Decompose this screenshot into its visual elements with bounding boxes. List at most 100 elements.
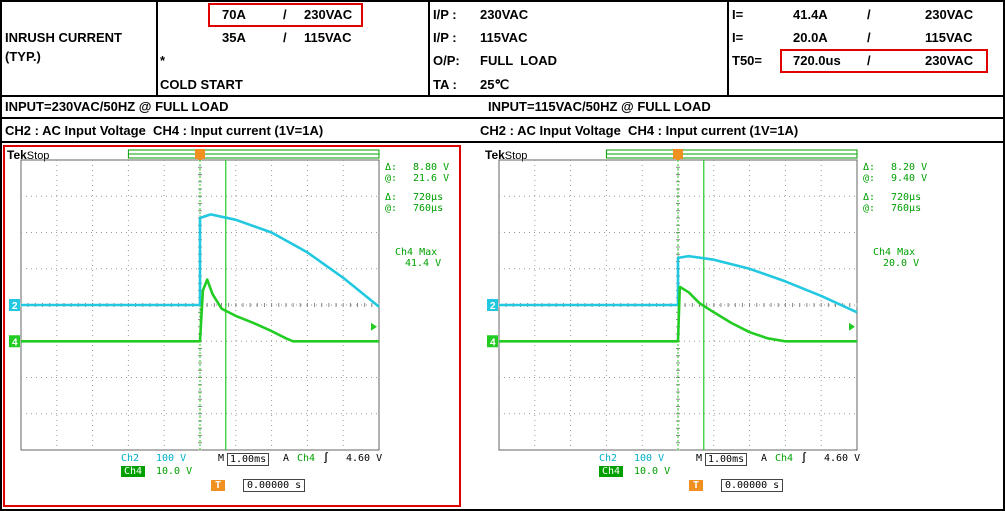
separator: / — [867, 53, 871, 68]
trigger-position-icon: T — [689, 480, 703, 491]
scope-status: TekStop — [7, 148, 49, 162]
trigger-position-icon: T — [211, 480, 225, 491]
cursor-readout-label: Δ: — [385, 192, 398, 203]
highlight-box-inrush — [208, 3, 363, 27]
cursor-readout-label: @: — [863, 203, 876, 214]
scope-brand: Tek — [485, 148, 505, 162]
scope-plot: 24 — [9, 149, 380, 451]
separator: / — [283, 7, 287, 22]
timebase-label: M — [696, 453, 703, 464]
trigger-level: 4.60 V — [824, 453, 861, 464]
ch4-trace — [499, 285, 857, 343]
inrush-voltage-230: 230VAC — [304, 7, 353, 22]
ch4-trace — [21, 278, 379, 343]
result-value: 720.0us — [793, 53, 841, 68]
result-label: I= — [732, 30, 744, 45]
cursor-readout-label: Δ: — [863, 162, 876, 173]
trigger-channel: Ch4 — [297, 453, 316, 464]
ch4-ground-marker — [487, 335, 498, 348]
input-condition-left: INPUT=230VAC/50HZ @ FULL LOAD — [5, 99, 229, 114]
cursor-readout-value: 720µs — [413, 192, 444, 203]
cursor-readout-label: @: — [385, 173, 398, 184]
result-voltage: 230VAC — [925, 7, 974, 22]
ch2-ground-marker — [9, 299, 20, 311]
section-title: INRUSH CURRENT — [5, 30, 122, 45]
section-subtitle: (TYP.) — [5, 49, 41, 64]
cursor-readout-value: 8.80 V — [413, 162, 450, 173]
input-condition-right: INPUT=115VAC/50HZ @ FULL LOAD — [488, 99, 711, 114]
ch4-ground-label: 4 — [12, 337, 18, 348]
cursor-readout-value: 8.20 V — [891, 162, 928, 173]
channel-legend-right: CH2 : AC Input Voltage CH4 : Input curre… — [480, 123, 799, 138]
result-voltage: 115VAC — [925, 30, 973, 45]
inrush-current-230: 70A — [222, 7, 246, 22]
cursor-readout-label: @: — [863, 173, 876, 184]
highlight-box-t50 — [780, 49, 988, 73]
ch4-label: Ch4 — [121, 466, 146, 477]
separator: / — [867, 7, 871, 22]
result-value: 20.0A — [793, 30, 828, 45]
ch4-max-label: Ch4 Max — [873, 247, 916, 258]
condition-label: I/P : — [433, 7, 457, 22]
ch4-max-value: 41.4 V — [405, 258, 442, 269]
trigger-channel: Ch4 — [775, 453, 794, 464]
condition-value: 230VAC — [480, 7, 529, 22]
ch2-scale: 100 V — [156, 453, 187, 464]
separator: / — [283, 30, 287, 45]
result-label: I= — [732, 7, 744, 22]
run-state: Stop — [26, 150, 50, 162]
condition-value: 25℃ — [480, 77, 510, 92]
ch4-max-label: Ch4 Max — [395, 247, 438, 258]
result-label: T50= — [732, 53, 762, 68]
ch2-ground-label: 2 — [12, 301, 18, 312]
result-voltage: 230VAC — [925, 53, 974, 68]
cold-start-label: COLD START — [160, 77, 243, 92]
timebase-value: 1.00ms — [705, 453, 748, 466]
condition-label: O/P: — [433, 53, 460, 68]
trigger-position-value: 0.00000 s — [721, 479, 784, 492]
highlight-box-scope — [3, 145, 461, 507]
separator: / — [867, 30, 871, 45]
ch2-ground-marker — [487, 299, 498, 311]
inrush-voltage-115: 115VAC — [304, 30, 352, 45]
ch2-label: Ch2 — [121, 453, 140, 464]
trigger-position-value: 0.00000 s — [243, 479, 306, 492]
scope-status: TekStop — [485, 148, 527, 162]
ch2-scale: 100 V — [634, 453, 665, 464]
condition-label: TA : — [433, 77, 457, 92]
trigger-marker-top — [198, 150, 202, 160]
scope-plot: 24 — [487, 149, 858, 451]
cursor-readout-label: Δ: — [863, 192, 876, 203]
ch2-trace — [21, 213, 380, 308]
ch4-ground-label: 4 — [490, 337, 496, 348]
ch4-scale: 10.0 V — [634, 466, 671, 477]
cursor-readout-label: Δ: — [385, 162, 398, 173]
timebase-value: 1.00ms — [227, 453, 270, 466]
trigger-level-arrow — [849, 322, 855, 331]
trigger-slope-icon: ∫ — [323, 453, 330, 464]
channel-legend-left: CH2 : AC Input Voltage CH4 : Input curre… — [5, 123, 324, 138]
inrush-current-115: 35A — [222, 30, 246, 45]
ch4-label: Ch4 — [599, 466, 624, 477]
condition-label: I/P : — [433, 30, 457, 45]
cursor-readout-value: 720µs — [891, 192, 922, 203]
acquire-label: A — [761, 453, 768, 464]
footnote-star: * — [160, 53, 166, 68]
trigger-level-arrow — [371, 322, 377, 331]
timebase-label: M — [218, 453, 225, 464]
result-value: 41.4A — [793, 7, 828, 22]
scope-brand: Tek — [7, 148, 27, 162]
ch2-label: Ch2 — [599, 453, 618, 464]
ch2-ground-label: 2 — [490, 301, 496, 312]
oscilloscope-capture-230vac: TekStop 2 4 Δ: 8.80 V @: 21.6 V Δ: 720µs @: 760µs C… — [3, 145, 461, 507]
ch2-trace — [499, 254, 858, 314]
cursor-readout-value: 760µs — [413, 203, 444, 214]
cursor-readout-label: @: — [385, 203, 398, 214]
ch4-max-value: 20.0 V — [883, 258, 920, 269]
trigger-level: 4.60 V — [346, 453, 383, 464]
trigger-slope-icon: ∫ — [801, 453, 808, 464]
ch4-scale: 10.0 V — [156, 466, 193, 477]
trigger-marker-top — [676, 150, 680, 160]
acquire-label: A — [283, 453, 290, 464]
